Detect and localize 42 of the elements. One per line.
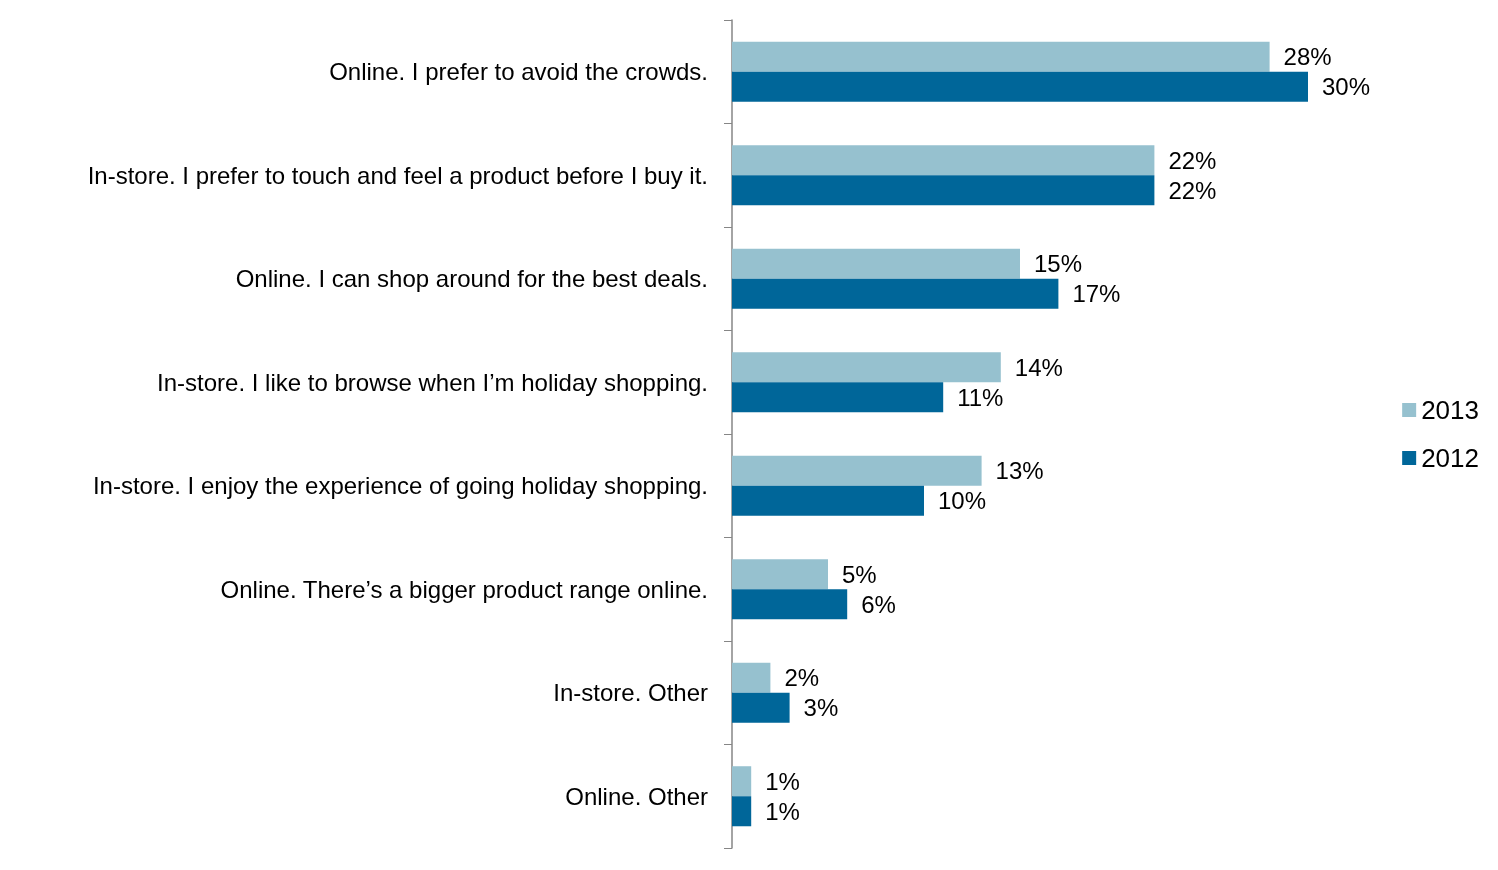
- data-label: 13%: [995, 457, 1044, 485]
- data-label: 3%: [803, 694, 839, 722]
- bar: [732, 382, 944, 413]
- data-label: 17%: [1072, 280, 1121, 308]
- data-label: 15%: [1034, 250, 1083, 278]
- data-label: 14%: [1014, 353, 1063, 381]
- bar: [732, 455, 982, 486]
- bar: [732, 692, 790, 723]
- data-label: 1%: [765, 767, 800, 795]
- data-label: 11%: [957, 383, 1004, 411]
- data-label: 28%: [1283, 43, 1332, 71]
- bar: [732, 41, 1270, 72]
- legend-label: 2013: [1421, 395, 1479, 425]
- data-label: 22%: [1168, 176, 1217, 204]
- data-label: 2%: [784, 664, 820, 692]
- bar: [732, 175, 1155, 206]
- bar: [732, 352, 1001, 383]
- data-label: 30%: [1322, 73, 1371, 101]
- y-tick-label: In-store. I prefer to touch and feel a product before I buy it.: [87, 161, 708, 189]
- y-tick-label: In-store. I like to browse when I’m holiday shopping.: [157, 368, 708, 396]
- bar: [732, 71, 1308, 102]
- data-label: 1%: [765, 797, 800, 825]
- bar: [732, 796, 752, 827]
- data-label: 6%: [861, 590, 896, 618]
- bar: [732, 145, 1155, 176]
- y-tick-label: Online. I prefer to avoid the crowds.: [329, 58, 708, 86]
- bar: [732, 278, 1059, 309]
- bar: [732, 589, 848, 620]
- y-tick-label: Online. I can shop around for the best deals.: [235, 265, 708, 293]
- y-tick-label: In-store. I enjoy the experience of going holiday shopping.: [92, 472, 708, 500]
- data-label: 22%: [1168, 146, 1217, 174]
- bar: [732, 248, 1020, 279]
- bar: [732, 766, 752, 797]
- data-label: 10%: [938, 487, 987, 515]
- bar: [732, 559, 828, 590]
- data-label: 5%: [842, 560, 877, 588]
- bar: [732, 662, 771, 693]
- y-tick-label: Online. Other: [565, 782, 709, 810]
- y-tick-label: Online. There’s a bigger product range online.: [220, 575, 708, 603]
- legend-label: 2012: [1421, 443, 1479, 473]
- y-tick-label: In-store. Other: [553, 679, 708, 707]
- bar: [732, 485, 924, 516]
